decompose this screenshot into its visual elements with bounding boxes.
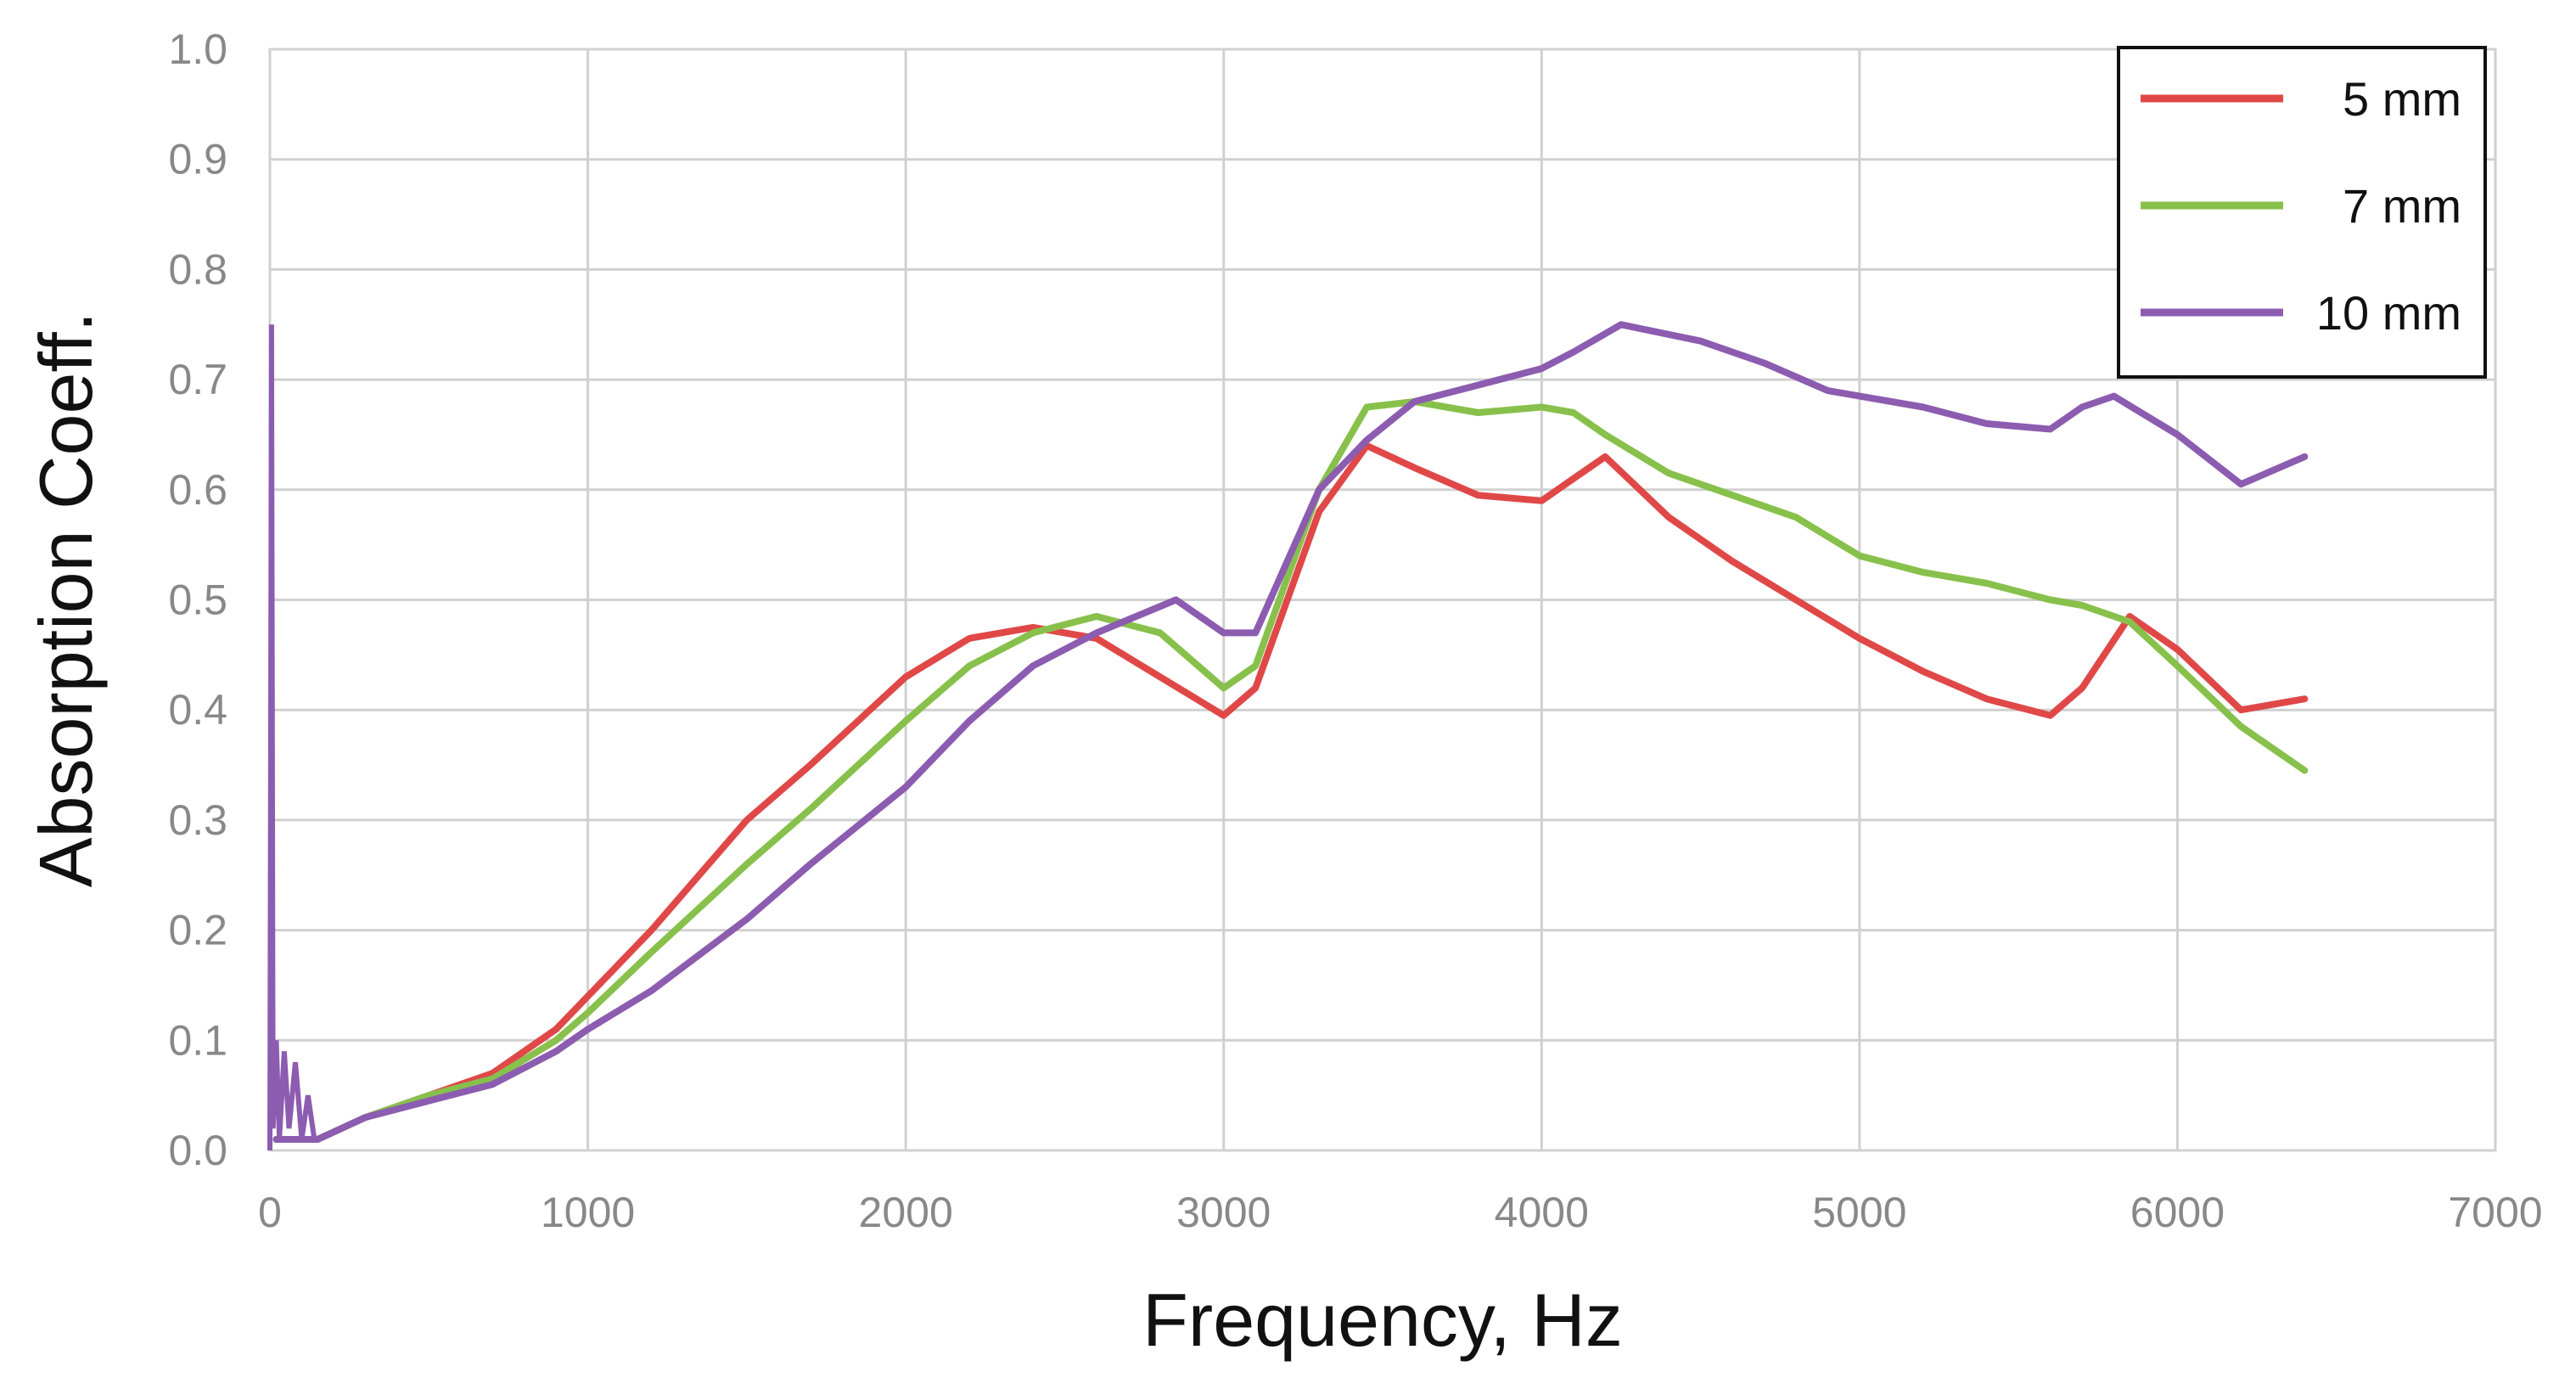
low-frequency-noise [267, 324, 317, 1151]
y-tick-label: 0.3 [168, 796, 227, 844]
y-axis-title: Absorption Coeff. [24, 312, 108, 887]
legend-entries: 5 mm 7 mm 10 mm [2141, 72, 2461, 340]
y-tick-label: 0.9 [168, 136, 227, 183]
x-tick-label: 6000 [2130, 1189, 2225, 1236]
legend-label: 10 mm [2316, 286, 2461, 340]
x-tick-label: 1000 [541, 1189, 635, 1236]
y-tick-label: 0.5 [168, 576, 227, 624]
y-tick-label: 0.7 [168, 356, 227, 403]
legend-box [2117, 46, 2487, 379]
grid-lines [270, 49, 2495, 1150]
y-tick-label: 0.6 [168, 466, 227, 514]
y-tick-label: 0.4 [168, 686, 227, 734]
legend: 5 mm 7 mm 10 mm [2117, 46, 2487, 379]
series-line-7-mm [272, 398, 2309, 1143]
y-tick-label: 0.8 [168, 245, 227, 293]
y-axis-ticks: 0.0 0.1 0.2 0.3 0.4 0.5 0.6 0.7 0.8 0.9 1.0 [168, 25, 227, 1174]
x-tick-label: 7000 [2448, 1189, 2542, 1236]
noise-spike [267, 324, 317, 1151]
y-tick-label: 1.0 [168, 25, 227, 73]
x-tick-label: 0 [258, 1189, 282, 1236]
legend-label: 5 mm [2343, 72, 2461, 126]
y-tick-label: 0.1 [168, 1016, 227, 1064]
series-line-10-mm [272, 321, 2309, 1143]
legend-label: 7 mm [2343, 179, 2461, 233]
series-line-5-mm [272, 441, 2309, 1143]
y-tick-label: 0.2 [168, 907, 227, 954]
x-tick-label: 2000 [859, 1189, 953, 1236]
x-tick-label: 5000 [1812, 1189, 1906, 1236]
series-lines [267, 321, 2309, 1151]
y-tick-label: 0.0 [168, 1127, 227, 1174]
x-tick-label: 3000 [1176, 1189, 1271, 1236]
x-axis-title: Frequency, Hz [1142, 1278, 1623, 1362]
x-tick-label: 4000 [1495, 1189, 1589, 1236]
x-axis-ticks: 0 1000 2000 3000 4000 5000 6000 7000 [258, 1189, 2543, 1236]
